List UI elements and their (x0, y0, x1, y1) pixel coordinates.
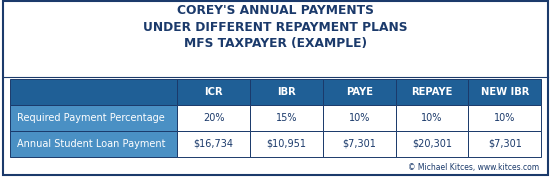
Text: IBR: IBR (277, 87, 296, 97)
Text: $7,301: $7,301 (488, 139, 522, 149)
Bar (396, 131, 468, 157)
Bar (396, 79, 468, 105)
Bar (10, 131, 177, 157)
Text: Required Payment Percentage: Required Payment Percentage (17, 113, 164, 123)
Text: 10%: 10% (494, 113, 515, 123)
Text: 10%: 10% (422, 113, 442, 123)
Bar (396, 105, 468, 131)
Text: COREY'S ANNUAL PAYMENTS
UNDER DIFFERENT REPAYMENT PLANS
MFS TAXPAYER (EXAMPLE): COREY'S ANNUAL PAYMENTS UNDER DIFFERENT … (143, 4, 408, 50)
Bar (323, 131, 396, 157)
Bar (250, 105, 323, 131)
Text: 15%: 15% (276, 113, 297, 123)
Bar (468, 79, 541, 105)
Bar (10, 105, 177, 131)
Bar (177, 131, 250, 157)
Bar (323, 79, 396, 105)
Bar (250, 131, 323, 157)
Text: $10,951: $10,951 (266, 139, 306, 149)
Bar (468, 105, 541, 131)
Text: Annual Student Loan Payment: Annual Student Loan Payment (17, 139, 165, 149)
Bar (177, 79, 250, 105)
Text: 10%: 10% (348, 113, 370, 123)
Text: $20,301: $20,301 (412, 139, 452, 149)
Bar (323, 105, 396, 131)
Text: © Michael Kitces, www.kitces.com: © Michael Kitces, www.kitces.com (408, 163, 539, 172)
Text: $7,301: $7,301 (342, 139, 376, 149)
Bar (177, 105, 250, 131)
Text: NEW IBR: NEW IBR (480, 87, 529, 97)
Text: ICR: ICR (204, 87, 223, 97)
Bar (10, 79, 177, 105)
Bar (250, 79, 323, 105)
Bar (468, 131, 541, 157)
Text: 20%: 20% (203, 113, 224, 123)
Text: PAYE: PAYE (345, 87, 372, 97)
Text: REPAYE: REPAYE (411, 87, 452, 97)
Text: $16,734: $16,734 (193, 139, 234, 149)
